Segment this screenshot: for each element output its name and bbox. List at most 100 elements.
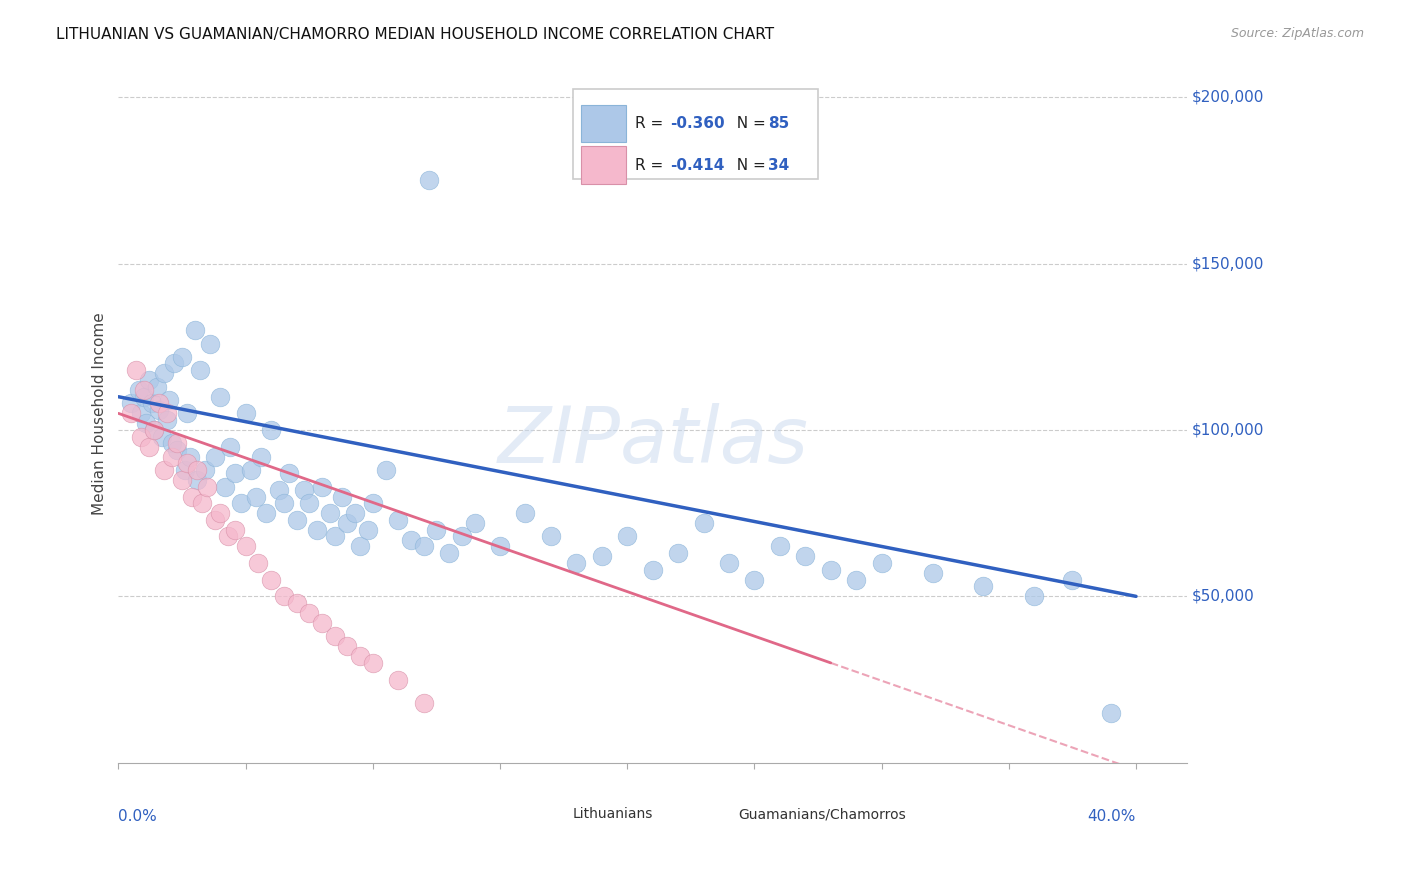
Point (153, 463, 176, 477)
Point (717, 556, 740, 570)
Point (260, 573, 283, 587)
Point (298, 496, 321, 510)
Y-axis label: Median Household Income: Median Household Income (93, 312, 107, 515)
Text: R =: R = (634, 158, 668, 173)
Point (318, 506, 340, 520)
Point (239, 463, 262, 477)
Point (451, 529, 474, 543)
Point (349, 540, 371, 554)
Point (412, 540, 434, 554)
Point (387, 673, 409, 687)
Point (145, 380, 167, 394)
Point (214, 479, 236, 493)
Point (666, 546, 689, 560)
Point (437, 546, 460, 560)
Point (247, 556, 270, 570)
Point (131, 406, 153, 420)
Point (181, 490, 204, 504)
Point (128, 383, 150, 397)
Point (198, 336, 221, 351)
FancyBboxPatch shape (581, 104, 626, 143)
Point (361, 496, 384, 510)
Point (336, 516, 359, 531)
Point (153, 367, 176, 381)
Point (412, 696, 434, 710)
Point (515, 506, 537, 520)
Point (148, 403, 170, 417)
Point (254, 506, 277, 520)
Point (131, 430, 153, 444)
Point (323, 629, 346, 643)
Point (160, 436, 183, 450)
Point (565, 556, 588, 570)
Text: $200,000: $200,000 (1192, 90, 1264, 105)
Point (194, 463, 217, 477)
Point (273, 590, 295, 604)
Point (170, 350, 193, 364)
Point (219, 440, 242, 454)
Point (323, 529, 346, 543)
Point (224, 467, 246, 481)
Point (425, 523, 447, 537)
Point (173, 463, 195, 477)
Point (138, 440, 160, 454)
Point (418, 173, 440, 187)
Point (349, 649, 371, 664)
Text: Lithuanians: Lithuanians (572, 807, 652, 822)
Text: -0.360: -0.360 (669, 116, 724, 131)
Point (1062, 573, 1084, 587)
Point (166, 436, 188, 450)
Text: 85: 85 (768, 116, 789, 131)
Point (591, 549, 613, 564)
Point (138, 373, 160, 387)
Point (692, 516, 714, 531)
Point (464, 516, 486, 531)
Text: LITHUANIAN VS GUAMANIAN/CHAMORRO MEDIAN HOUSEHOLD INCOME CORRELATION CHART: LITHUANIAN VS GUAMANIAN/CHAMORRO MEDIAN … (56, 27, 775, 42)
Point (160, 450, 183, 464)
Point (845, 573, 868, 587)
Text: R =: R = (634, 116, 668, 131)
Point (135, 417, 157, 431)
Point (209, 390, 232, 404)
Point (820, 563, 842, 577)
Point (156, 406, 179, 420)
Text: 0.0%: 0.0% (118, 809, 157, 824)
Text: Source: ZipAtlas.com: Source: ZipAtlas.com (1230, 27, 1364, 40)
Point (374, 463, 396, 477)
Point (132, 390, 155, 404)
Point (399, 533, 422, 547)
Point (176, 406, 198, 420)
Text: $100,000: $100,000 (1192, 423, 1264, 437)
Point (330, 490, 353, 504)
Point (125, 363, 148, 377)
Point (387, 513, 409, 527)
Text: 34: 34 (768, 158, 789, 173)
Text: $50,000: $50,000 (1192, 589, 1254, 604)
Point (141, 396, 163, 410)
Text: Guamanians/Chamorros: Guamanians/Chamorros (738, 807, 905, 822)
Point (285, 596, 308, 610)
Point (267, 483, 290, 497)
Point (150, 430, 173, 444)
Point (336, 639, 359, 653)
Text: 40.0%: 40.0% (1088, 809, 1136, 824)
Point (229, 496, 252, 510)
Point (148, 396, 170, 410)
Point (1024, 590, 1046, 604)
Point (186, 463, 208, 477)
Point (143, 423, 166, 437)
Point (870, 556, 893, 570)
Point (157, 393, 180, 408)
Point (184, 323, 207, 337)
Text: N =: N = (727, 116, 770, 131)
Point (292, 483, 315, 497)
Point (170, 473, 193, 487)
Point (132, 383, 155, 397)
Point (794, 549, 817, 564)
Point (921, 566, 943, 580)
Point (217, 529, 239, 543)
Point (245, 490, 267, 504)
Point (197, 479, 219, 493)
Point (224, 523, 246, 537)
Point (163, 356, 186, 370)
